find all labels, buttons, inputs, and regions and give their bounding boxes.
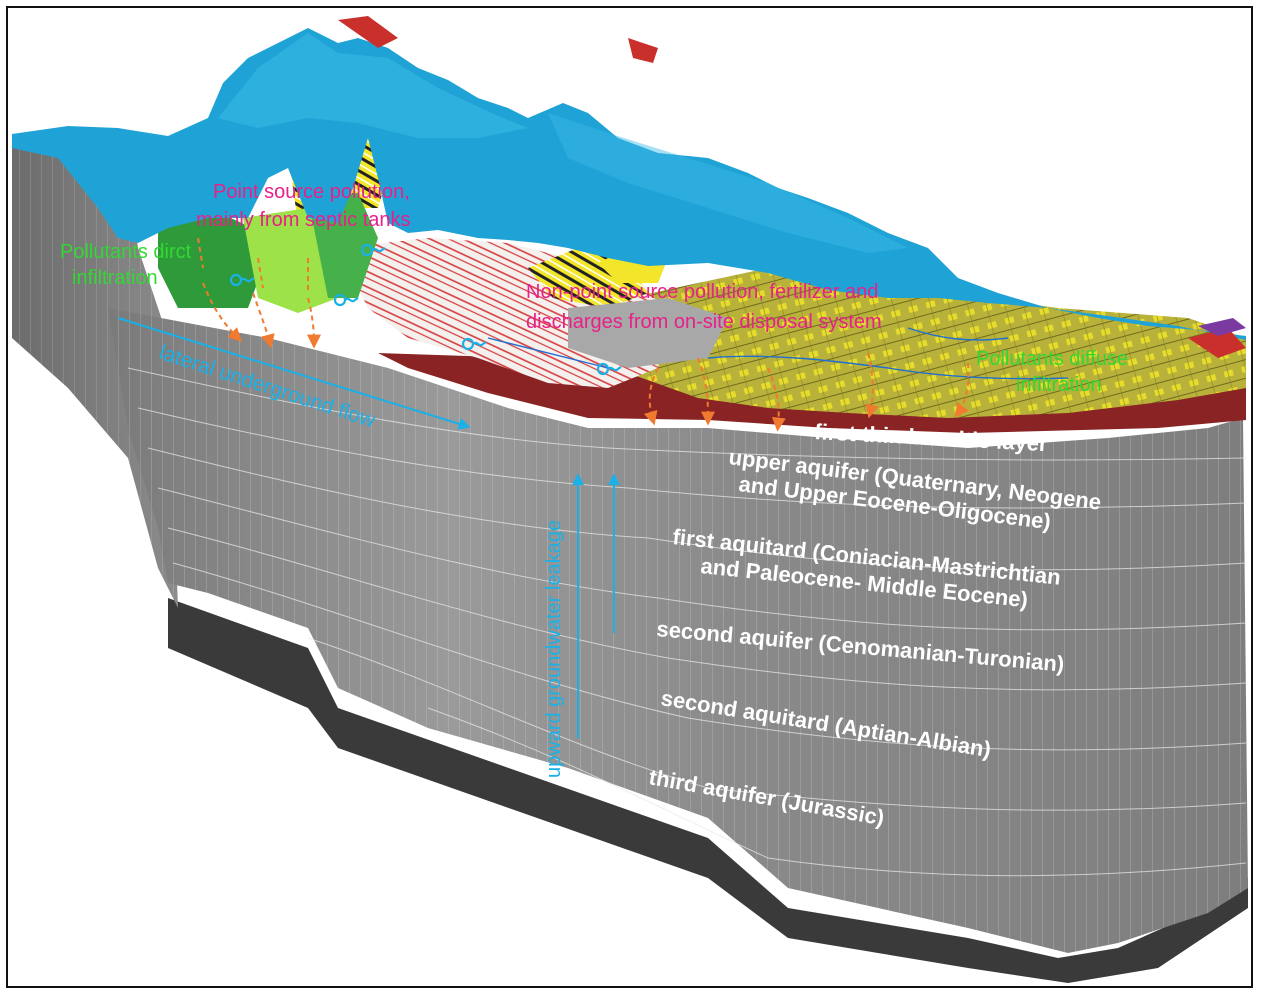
pollution-labels: Point source pollution, mainly from sept… xyxy=(60,181,1128,396)
lateral-flow-arrow xyxy=(117,317,471,430)
infiltration-arrows-upper xyxy=(197,237,309,293)
green-zone-dark xyxy=(158,208,263,308)
diffuse-infiltration-label: Pollutants diffuse xyxy=(976,348,1128,370)
septic-tank-icon xyxy=(596,362,622,376)
figure-frame: Point source pollution, mainly from sept… xyxy=(6,6,1253,988)
diffuse-infiltration-label-2: infiltration xyxy=(1016,374,1102,396)
septic-tank-icon xyxy=(360,243,386,257)
upward-leakage-label: upward groundwater leakage xyxy=(543,520,565,778)
septic-tank-icon xyxy=(461,337,487,351)
rivers xyxy=(487,327,1069,380)
outcrop-red-3 xyxy=(1188,328,1246,358)
base-shadow xyxy=(168,598,1248,983)
direct-infiltration-label-2: infiltration xyxy=(72,267,158,289)
layer-lines xyxy=(127,367,1247,877)
point-source-label-2: mainly from septic tanks xyxy=(196,209,411,231)
blue-highlight xyxy=(218,33,528,138)
non-point-source-label-2: discharges from on-site disposal system xyxy=(526,311,882,333)
direct-infiltration-label: Pollutants dirct xyxy=(60,241,192,263)
valley-floor xyxy=(568,298,728,368)
non-point-source-label: Non-point source pollution, fertilizer a… xyxy=(526,281,878,303)
septic-tank-icons xyxy=(229,243,622,376)
septic-tank-icon xyxy=(229,273,255,287)
septic-tank-icon xyxy=(333,293,359,307)
outcrop-purple xyxy=(1198,318,1246,336)
outcrop-red-2 xyxy=(628,38,658,63)
geology-mosaic-east xyxy=(628,268,1246,418)
outcrop-red-1 xyxy=(338,16,398,48)
infiltration-arrows xyxy=(202,282,970,432)
block-diagram: Point source pollution, mainly from sept… xyxy=(12,16,1248,983)
point-source-label: Point source pollution, xyxy=(213,181,410,203)
